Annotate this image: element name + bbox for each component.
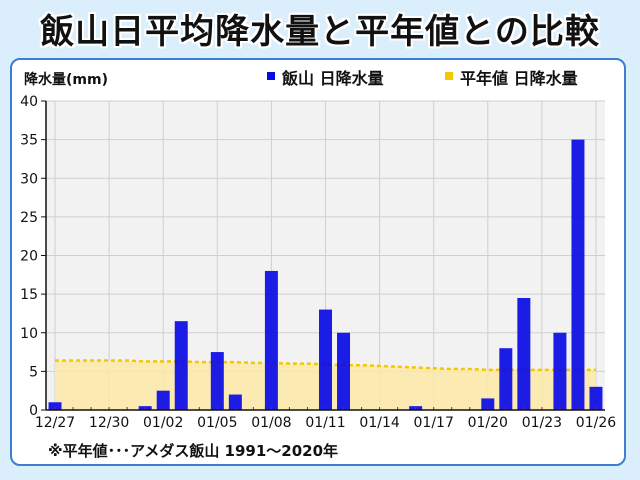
legend: 飯山 日降水量 平年値 日降水量 bbox=[267, 69, 578, 88]
footnote: ※平年値･･･アメダス飯山 1991〜2020年 bbox=[48, 442, 339, 460]
x-tick-label: 01/23 bbox=[522, 415, 562, 431]
y-tick-label: 10 bbox=[20, 326, 38, 342]
precip-bar bbox=[589, 386, 603, 410]
precip-bar bbox=[499, 348, 513, 410]
chart-title: 飯山日平均降水量と平年値との比較 bbox=[40, 12, 600, 52]
legend-normal-swatch bbox=[445, 72, 453, 80]
precip-bar bbox=[571, 139, 585, 410]
precip-bar bbox=[228, 394, 242, 410]
y-tick-label: 25 bbox=[20, 210, 38, 226]
x-tick-label: 01/05 bbox=[197, 415, 237, 431]
x-tick-label: 01/14 bbox=[359, 415, 399, 431]
precip-bar bbox=[553, 332, 567, 410]
precip-bar bbox=[517, 297, 531, 410]
y-tick-label: 40 bbox=[20, 94, 38, 110]
legend-normal-label: 平年値 日降水量 bbox=[460, 69, 578, 88]
x-tick-label: 01/08 bbox=[251, 415, 291, 431]
x-tick-label: 01/26 bbox=[576, 415, 616, 431]
x-tick-label: 12/27 bbox=[35, 415, 75, 431]
y-axis-label: 降水量(mm) bbox=[24, 71, 108, 88]
precip-bar bbox=[48, 402, 62, 410]
precip-bar bbox=[319, 309, 332, 410]
y-tick-label: 30 bbox=[20, 171, 38, 187]
x-tick-label: 01/17 bbox=[414, 415, 454, 431]
precip-bar bbox=[210, 352, 224, 410]
y-tick-label: 15 bbox=[20, 287, 38, 303]
x-tick-label: 12/30 bbox=[89, 415, 129, 431]
y-tick-label: 35 bbox=[20, 133, 38, 149]
y-tick-label: 20 bbox=[20, 249, 38, 265]
y-tick-label: 5 bbox=[29, 364, 38, 380]
legend-bar-swatch bbox=[267, 72, 275, 80]
axes: 0 5 10 15 20 25 30 35 40 12/27 12/30 01/02 01/05 01/0… bbox=[20, 94, 616, 431]
precip-bar bbox=[481, 398, 495, 410]
legend-bar-label: 飯山 日降水量 bbox=[281, 69, 384, 88]
y-tick-label: 0 bbox=[29, 403, 38, 419]
precip-bar bbox=[337, 332, 351, 410]
precip-bar bbox=[264, 270, 278, 410]
x-tick-label: 01/20 bbox=[468, 415, 508, 431]
precip-bar bbox=[174, 321, 188, 410]
x-tick-label: 01/11 bbox=[305, 415, 345, 431]
x-tick-label: 01/02 bbox=[143, 415, 183, 431]
precip-bar bbox=[156, 390, 170, 410]
